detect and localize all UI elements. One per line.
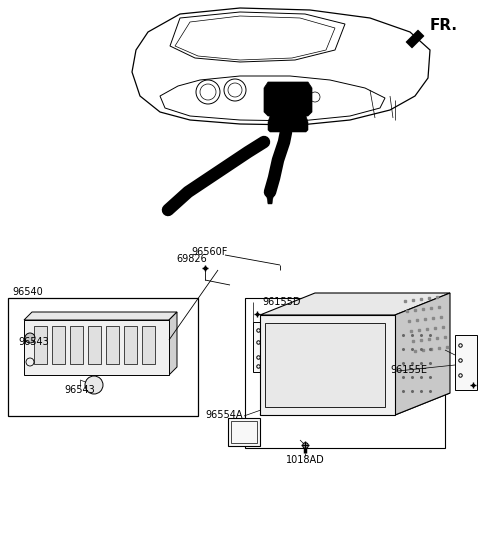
Bar: [106, 326, 119, 364]
Circle shape: [25, 333, 35, 343]
Bar: [34, 326, 47, 364]
Bar: [253, 322, 275, 372]
Polygon shape: [260, 293, 450, 315]
Bar: [70, 326, 83, 364]
Text: 96543: 96543: [65, 385, 96, 395]
Bar: [88, 326, 101, 364]
Bar: [231, 421, 257, 443]
Polygon shape: [395, 293, 450, 415]
Polygon shape: [266, 192, 274, 204]
Polygon shape: [24, 312, 177, 320]
Polygon shape: [169, 312, 177, 375]
Bar: [455, 335, 477, 390]
Text: FR.: FR.: [430, 18, 458, 33]
Bar: [228, 418, 260, 446]
Polygon shape: [406, 30, 424, 48]
Bar: [142, 326, 155, 364]
Text: 69826: 69826: [177, 254, 207, 264]
Text: 96560F: 96560F: [192, 247, 228, 257]
Bar: [265, 323, 385, 407]
Text: 96554A: 96554A: [205, 410, 243, 420]
Text: 1018AD: 1018AD: [286, 455, 324, 465]
Bar: [245, 298, 445, 448]
Bar: [124, 326, 137, 364]
Bar: [8, 298, 198, 416]
Text: 96540: 96540: [12, 287, 43, 297]
Polygon shape: [264, 82, 312, 116]
Text: 96155E: 96155E: [390, 365, 427, 375]
Polygon shape: [260, 393, 450, 415]
Text: 96543: 96543: [18, 337, 49, 347]
Bar: [24, 320, 169, 375]
Bar: [260, 315, 395, 415]
Circle shape: [85, 376, 103, 394]
Bar: [52, 326, 65, 364]
Text: 96155D: 96155D: [262, 297, 300, 307]
Polygon shape: [268, 116, 308, 132]
